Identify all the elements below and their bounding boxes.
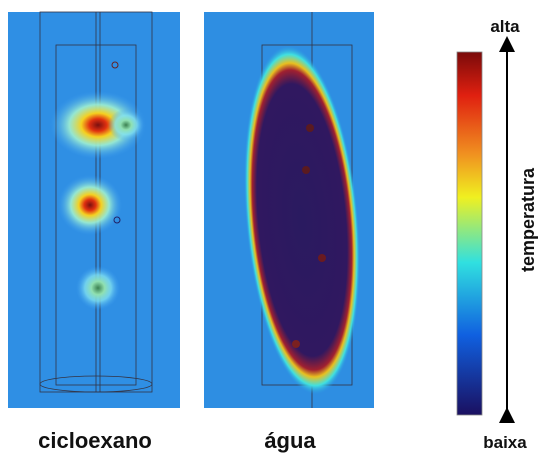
panel-water <box>204 12 374 408</box>
panel-label: cicloexano <box>38 428 152 453</box>
top-label: alta <box>490 17 520 36</box>
figure: alta baixa temperatura cicloexano água <box>0 0 551 457</box>
panel-cyclohexane <box>8 12 180 408</box>
panel-label: água <box>264 428 316 453</box>
colorbar <box>457 52 482 415</box>
bottom-label: baixa <box>483 433 527 452</box>
axis-label: temperatura <box>518 167 538 272</box>
